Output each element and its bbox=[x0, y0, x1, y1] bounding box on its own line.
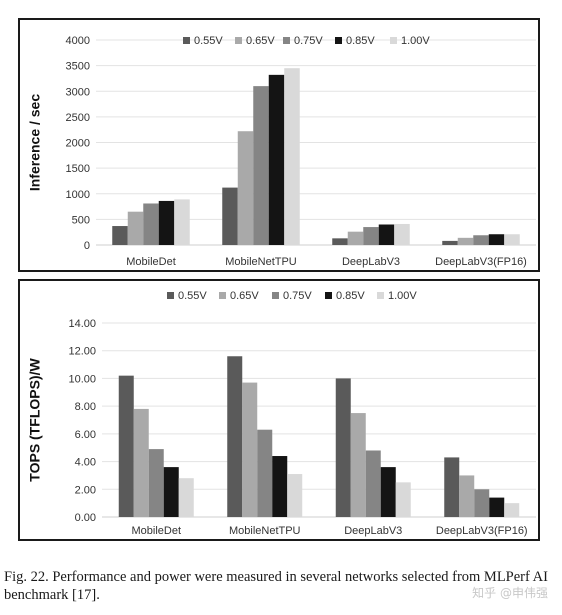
legend-swatch bbox=[377, 292, 384, 299]
watermark-text: 知乎 @申伟强 bbox=[472, 586, 548, 600]
legend-swatch bbox=[390, 37, 397, 44]
bar-0.65V-DeepLabV3 bbox=[347, 231, 364, 245]
legend-swatch bbox=[167, 292, 174, 299]
efficiency-chart-panel: 0.00 2.00 4.00 6.00 8.00 10.00 12.00 14.00 TOPS … bbox=[18, 279, 540, 541]
bar-0.85V-MobileNetTPU bbox=[272, 456, 288, 517]
legend-swatch bbox=[219, 292, 226, 299]
legend-label: 0.65V bbox=[246, 35, 275, 47]
legend-label: 1.00V bbox=[388, 290, 417, 302]
legend-label: 0.55V bbox=[178, 290, 207, 302]
bar-0.65V-MobileDet bbox=[127, 211, 144, 245]
y-tick-label: 4000 bbox=[66, 35, 90, 47]
y-tick-label: 3500 bbox=[66, 61, 90, 73]
y-axis-label: Inference / sec bbox=[27, 94, 43, 191]
y-tick-label: 10.00 bbox=[68, 373, 96, 385]
x-tick-label: MobileNetTPU bbox=[225, 256, 297, 268]
bar-1.00V-DeepLabV3(FP16) bbox=[504, 503, 520, 517]
bar-0.65V-MobileNetTPU bbox=[242, 382, 258, 517]
legend-label: 0.75V bbox=[283, 290, 312, 302]
x-tick-label: MobileDet bbox=[126, 256, 176, 268]
bar-0.65V-MobileDet bbox=[133, 408, 149, 517]
bar-0.55V-DeepLabV3(FP16) bbox=[442, 240, 458, 245]
bar-0.85V-DeepLabV3 bbox=[380, 467, 396, 517]
bar-1.00V-DeepLabV3(FP16) bbox=[504, 234, 520, 245]
bar-0.65V-DeepLabV3(FP16) bbox=[459, 475, 475, 517]
legend-swatch bbox=[272, 292, 279, 299]
bar-0.85V-MobileDet bbox=[158, 200, 175, 245]
efficiency-chart: 0.00 2.00 4.00 6.00 8.00 10.00 12.00 14.00 TOPS … bbox=[27, 290, 536, 537]
legend-label: 1.00V bbox=[401, 35, 430, 47]
y-tick-label: 3000 bbox=[66, 86, 90, 98]
bar-0.75V-DeepLabV3 bbox=[365, 450, 381, 517]
y-tick-label: 2000 bbox=[66, 138, 90, 150]
bar-0.85V-DeepLabV3(FP16) bbox=[489, 497, 505, 517]
y-tick-label: 1000 bbox=[66, 189, 90, 201]
bar-0.65V-DeepLabV3(FP16) bbox=[457, 237, 474, 245]
legend-swatch bbox=[283, 37, 290, 44]
inference-chart-panel: 0 500 1000 1500 2000 2500 3000 3500 4000 Inferenc… bbox=[18, 18, 540, 272]
legend-label: 0.85V bbox=[336, 290, 365, 302]
bar-1.00V-DeepLabV3 bbox=[394, 223, 410, 245]
figure-caption: Fig. 22. Performance and power were meas… bbox=[4, 569, 548, 603]
bar-0.85V-MobileNetTPU bbox=[268, 74, 285, 245]
y-tick-label: 14.00 bbox=[68, 318, 96, 330]
bar-0.55V-MobileDet bbox=[118, 375, 134, 517]
bar-0.75V-DeepLabV3(FP16) bbox=[473, 235, 489, 245]
bar-0.75V-MobileDet bbox=[148, 449, 164, 517]
y-tick-label: 4.00 bbox=[75, 457, 96, 469]
y-tick-label: 0.00 bbox=[75, 512, 96, 524]
y-tick-label: 1500 bbox=[66, 163, 90, 175]
bar-0.75V-MobileDet bbox=[143, 203, 159, 245]
y-tick-label: 2500 bbox=[66, 112, 90, 124]
legend-label: 0.55V bbox=[194, 35, 223, 47]
x-tick-label: DeepLabV3(FP16) bbox=[435, 256, 527, 268]
bar-1.00V-MobileNetTPU bbox=[284, 68, 300, 245]
bar-0.75V-DeepLabV3 bbox=[363, 227, 379, 245]
bar-0.65V-DeepLabV3 bbox=[350, 413, 366, 517]
x-tick-label: DeepLabV3 bbox=[344, 525, 402, 537]
x-tick-label: MobileNetTPU bbox=[229, 525, 301, 537]
bar-0.55V-DeepLabV3(FP16) bbox=[444, 457, 460, 517]
y-tick-label: 2.00 bbox=[75, 484, 96, 496]
bar-0.65V-MobileNetTPU bbox=[237, 131, 254, 245]
y-tick-label: 8.00 bbox=[75, 401, 96, 413]
legend-label: 0.85V bbox=[346, 35, 375, 47]
y-tick-label: 0 bbox=[84, 240, 90, 252]
x-tick-label: MobileDet bbox=[131, 525, 181, 537]
bar-0.55V-MobileNetTPU bbox=[222, 187, 238, 245]
bar-0.75V-MobileNetTPU bbox=[257, 429, 273, 517]
bar-0.75V-DeepLabV3(FP16) bbox=[474, 489, 490, 517]
bar-0.75V-MobileNetTPU bbox=[253, 86, 269, 245]
inference-chart: 0 500 1000 1500 2000 2500 3000 3500 4000 Inferenc… bbox=[27, 35, 536, 268]
legend-label: 0.65V bbox=[230, 290, 259, 302]
bar-0.85V-MobileDet bbox=[163, 467, 179, 517]
bar-0.55V-MobileDet bbox=[112, 226, 128, 245]
bar-0.85V-DeepLabV3(FP16) bbox=[488, 234, 505, 245]
bar-0.55V-MobileNetTPU bbox=[227, 356, 243, 517]
bar-1.00V-MobileDet bbox=[178, 478, 194, 517]
y-tick-label: 6.00 bbox=[75, 429, 96, 441]
y-axis-label: TOPS (TFLOPS)/W bbox=[27, 358, 43, 482]
legend-label: 0.75V bbox=[294, 35, 323, 47]
bar-1.00V-DeepLabV3 bbox=[395, 482, 411, 517]
x-tick-label: DeepLabV3 bbox=[342, 256, 400, 268]
bar-0.55V-DeepLabV3 bbox=[335, 378, 351, 517]
y-tick-label: 12.00 bbox=[68, 346, 96, 358]
bar-0.55V-DeepLabV3 bbox=[332, 238, 348, 245]
legend-swatch bbox=[235, 37, 242, 44]
legend-swatch bbox=[183, 37, 190, 44]
legend-swatch bbox=[325, 292, 332, 299]
x-tick-label: DeepLabV3(FP16) bbox=[436, 525, 528, 537]
bar-1.00V-MobileNetTPU bbox=[287, 474, 303, 517]
legend-swatch bbox=[335, 37, 342, 44]
y-tick-label: 500 bbox=[72, 214, 90, 226]
bar-1.00V-MobileDet bbox=[174, 199, 190, 245]
bar-0.85V-DeepLabV3 bbox=[378, 224, 395, 245]
